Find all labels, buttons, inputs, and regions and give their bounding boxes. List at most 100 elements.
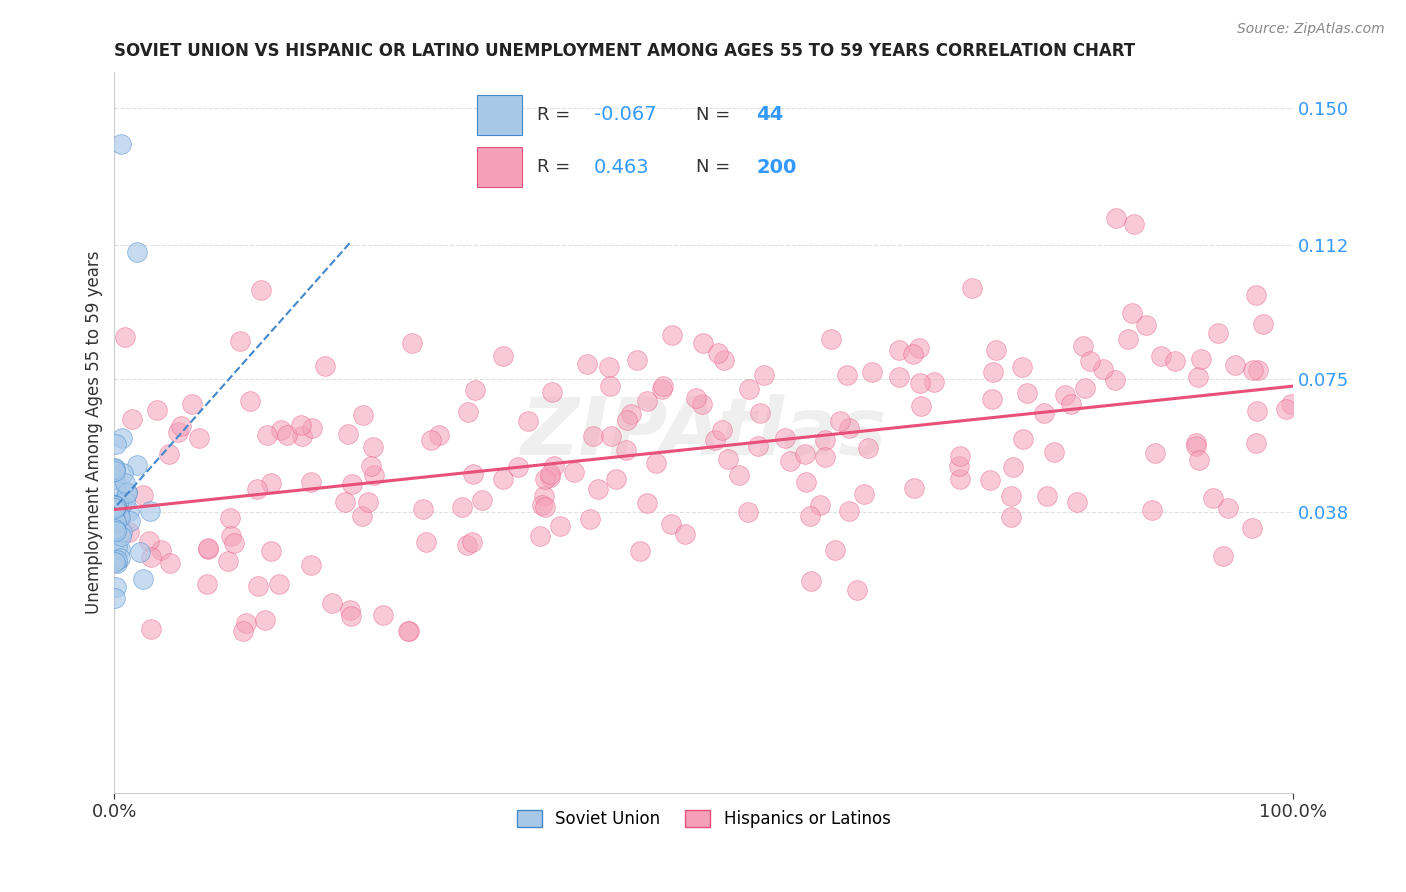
Point: [139, 503, 162, 517]
Point: [321, 597, 343, 611]
Point: [363, 467, 385, 482]
Point: [339, 602, 361, 616]
Point: [517, 414, 540, 428]
Point: [195, 576, 218, 591]
Point: [529, 529, 551, 543]
Point: [1066, 494, 1088, 508]
Point: [239, 394, 262, 409]
Point: [463, 467, 485, 481]
Point: [415, 535, 437, 549]
Point: [1251, 318, 1274, 332]
Point: [115, 485, 138, 500]
Point: [534, 500, 557, 514]
Point: [267, 577, 290, 591]
Point: [636, 496, 658, 510]
Point: [107, 496, 129, 510]
Point: [887, 369, 910, 384]
Point: [1078, 354, 1101, 368]
Point: [747, 439, 769, 453]
Point: [673, 527, 696, 541]
Point: [139, 622, 162, 636]
Point: [628, 544, 651, 558]
Point: [357, 495, 380, 509]
Point: [229, 334, 252, 348]
Point: [340, 477, 363, 491]
Point: [104, 501, 127, 516]
Point: [253, 613, 276, 627]
Point: [125, 458, 148, 472]
Point: [548, 518, 571, 533]
Point: [659, 516, 682, 531]
Point: [1279, 397, 1302, 411]
Point: [246, 579, 269, 593]
Point: [1246, 436, 1268, 450]
Point: [541, 385, 564, 400]
Point: [737, 505, 759, 519]
Point: [1246, 403, 1268, 417]
Point: [451, 500, 474, 514]
Point: [105, 515, 128, 529]
Point: [197, 541, 219, 555]
Point: [620, 407, 643, 421]
Point: [773, 431, 796, 445]
Point: [508, 460, 530, 475]
Point: [1247, 362, 1270, 376]
Point: [1071, 339, 1094, 353]
Point: [118, 504, 141, 518]
Point: [824, 543, 846, 558]
Point: [1043, 445, 1066, 459]
Point: [246, 482, 269, 496]
Point: [1002, 460, 1025, 475]
Point: [538, 467, 561, 481]
Point: [685, 391, 707, 405]
Point: [108, 508, 131, 523]
Point: [159, 556, 181, 570]
Point: [814, 433, 837, 447]
Point: [960, 281, 983, 295]
Point: [692, 335, 714, 350]
Point: [1123, 217, 1146, 231]
Point: [1202, 491, 1225, 505]
Point: [260, 475, 283, 490]
Point: [104, 437, 127, 451]
Point: [1216, 501, 1239, 516]
Point: [856, 441, 879, 455]
Point: [373, 607, 395, 622]
Point: [104, 472, 127, 486]
Point: [104, 555, 127, 569]
Point: [578, 512, 600, 526]
Point: [197, 542, 219, 557]
Point: [717, 451, 740, 466]
Point: [1012, 432, 1035, 446]
Point: [104, 522, 127, 536]
Point: [301, 421, 323, 435]
Point: [599, 378, 621, 392]
Point: [131, 572, 153, 586]
Point: [1074, 381, 1097, 395]
Point: [471, 493, 494, 508]
Point: [1274, 401, 1296, 416]
Point: [104, 524, 127, 538]
Point: [1000, 509, 1022, 524]
Point: [713, 353, 735, 368]
Point: [108, 551, 131, 566]
Point: [1140, 502, 1163, 516]
Point: [110, 137, 132, 152]
Point: [350, 508, 373, 523]
Point: [159, 447, 181, 461]
Point: [464, 383, 486, 397]
Point: [401, 336, 423, 351]
Point: [837, 421, 859, 435]
Point: [112, 466, 135, 480]
Point: [910, 399, 932, 413]
Point: [853, 487, 876, 501]
Point: [360, 458, 382, 473]
Point: [125, 245, 148, 260]
Point: [1241, 521, 1264, 535]
Y-axis label: Unemployment Among Ages 55 to 59 years: Unemployment Among Ages 55 to 59 years: [86, 251, 103, 615]
Point: [948, 458, 970, 473]
Point: [651, 383, 673, 397]
Point: [138, 534, 160, 549]
Text: SOVIET UNION VS HISPANIC OR LATINO UNEMPLOYMENT AMONG AGES 55 TO 59 YEARS CORREL: SOVIET UNION VS HISPANIC OR LATINO UNEMP…: [114, 42, 1136, 60]
Point: [1135, 318, 1157, 332]
